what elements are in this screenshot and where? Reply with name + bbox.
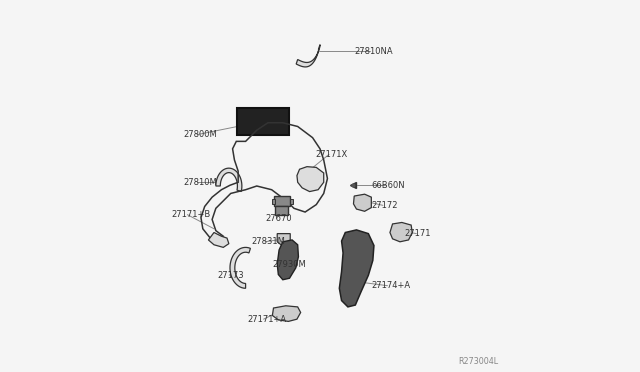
Polygon shape (273, 306, 301, 321)
Text: R273004L: R273004L (458, 357, 499, 366)
Polygon shape (237, 108, 289, 135)
Polygon shape (353, 194, 371, 211)
Text: 27171X: 27171X (315, 150, 348, 159)
Polygon shape (230, 247, 250, 288)
Text: 27800M: 27800M (183, 130, 217, 139)
Polygon shape (273, 196, 291, 206)
Text: 27171+B: 27171+B (172, 210, 211, 219)
Polygon shape (296, 45, 320, 67)
Text: 66B60N: 66B60N (371, 181, 405, 190)
Text: 27831M: 27831M (251, 237, 285, 246)
Polygon shape (271, 199, 275, 204)
Polygon shape (390, 222, 412, 242)
Text: 27174+A: 27174+A (371, 281, 410, 290)
Text: 27173: 27173 (218, 271, 244, 280)
Polygon shape (291, 199, 293, 204)
Polygon shape (277, 234, 291, 246)
Text: 27810M: 27810M (183, 178, 217, 187)
Polygon shape (297, 167, 324, 192)
Text: 27171+A: 27171+A (248, 315, 287, 324)
Polygon shape (277, 240, 298, 280)
Text: 27172: 27172 (371, 201, 398, 210)
Polygon shape (209, 232, 229, 247)
Text: 27171: 27171 (405, 229, 431, 238)
Text: 27670: 27670 (265, 214, 292, 223)
Polygon shape (275, 206, 289, 215)
Polygon shape (339, 230, 374, 307)
Text: 27930M: 27930M (273, 260, 307, 269)
Text: 27810NA: 27810NA (354, 47, 393, 56)
Polygon shape (216, 168, 242, 192)
